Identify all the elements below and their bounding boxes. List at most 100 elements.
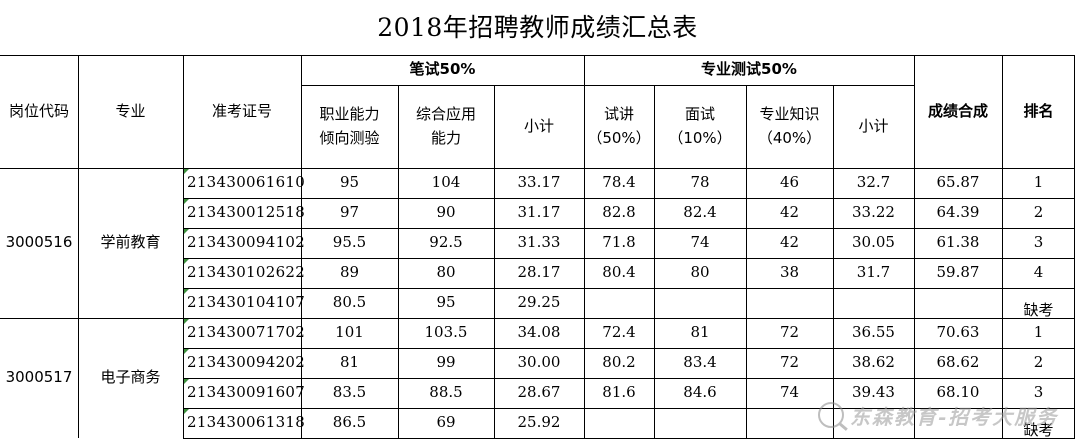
header-written-group: 笔试50% xyxy=(409,60,476,79)
cell-written-subtotal: 28.67 xyxy=(517,383,561,402)
grid-line xyxy=(1002,55,1003,438)
header-written-comprehensive: 综合应用 能力 xyxy=(415,105,476,147)
group-major: 电子商务 xyxy=(100,368,161,387)
cell-written-subtotal: 28.17 xyxy=(517,263,561,282)
grid-line xyxy=(183,348,1075,349)
cell-text-marker-icon xyxy=(184,319,189,324)
cell-lecture: 78.4 xyxy=(602,173,636,192)
cell-aptitude: 81 xyxy=(339,353,360,372)
grid-line xyxy=(183,378,1075,379)
cell-interview: 74 xyxy=(690,233,710,252)
cell-prof-subtotal: 39.43 xyxy=(852,383,895,402)
cell-written-subtotal: 30.00 xyxy=(517,353,561,372)
grid-line xyxy=(654,85,655,438)
cell-written-subtotal: 33.17 xyxy=(517,173,561,192)
grid-line xyxy=(78,55,79,438)
cell-comprehensive: 90 xyxy=(436,203,456,222)
cell-prof-subtotal: 30.05 xyxy=(852,233,895,252)
cell-written-subtotal: 31.17 xyxy=(517,203,561,222)
grid-line xyxy=(398,85,399,438)
cell-total: 64.39 xyxy=(936,203,980,222)
cell-interview: 83.4 xyxy=(683,353,717,372)
cell-text-marker-icon xyxy=(184,379,189,384)
grid-line xyxy=(833,85,834,438)
group-major: 学前教育 xyxy=(100,233,161,252)
grid-line xyxy=(301,85,914,86)
grid-line xyxy=(183,288,1075,289)
cell-exam-id: 213430061610 xyxy=(187,173,306,192)
cell-text-marker-icon xyxy=(184,289,189,294)
cell-aptitude: 95.5 xyxy=(332,233,367,252)
cell-interview: 84.6 xyxy=(683,383,717,402)
cell-comprehensive: 69 xyxy=(436,413,456,432)
cell-interview xyxy=(654,288,746,318)
cell-knowledge: 72 xyxy=(779,353,800,372)
cell-exam-id: 213430102622 xyxy=(187,263,306,282)
magnifier-logo-icon xyxy=(818,402,844,428)
cell-knowledge xyxy=(746,288,833,318)
header-post-code: 岗位代码 xyxy=(8,101,69,120)
grid-line xyxy=(0,55,1075,56)
cell-prof-subtotal: 32.7 xyxy=(856,173,891,192)
cell-exam-id: 213430104107 xyxy=(187,293,306,312)
cell-written-subtotal: 31.33 xyxy=(517,233,561,252)
cell-rank: 1 xyxy=(1033,323,1044,342)
cell-aptitude: 101 xyxy=(335,323,364,342)
cell-interview: 82.4 xyxy=(683,203,717,222)
cell-lecture: 80.4 xyxy=(602,263,636,282)
grid-line xyxy=(746,85,747,438)
grid-line xyxy=(584,55,585,438)
cell-interview: 78 xyxy=(690,173,710,192)
header-lecture: 试讲 （50%） xyxy=(587,105,651,147)
grid-line xyxy=(914,55,915,438)
cell-text-marker-icon xyxy=(184,169,189,174)
cell-rank: 2 xyxy=(1033,353,1044,372)
cell-rank: 4 xyxy=(1033,263,1044,282)
header-knowledge: 专业知识 （40%） xyxy=(757,105,822,147)
header-major: 专业 xyxy=(115,101,146,120)
cell-comprehensive: 92.5 xyxy=(429,233,463,252)
cell-lecture: 72.4 xyxy=(602,323,636,342)
cell-lecture: 80.2 xyxy=(602,353,636,372)
cell-total: 70.63 xyxy=(936,323,980,342)
cell-prof-subtotal: 33.22 xyxy=(852,203,895,222)
cell-exam-id: 213430091607 xyxy=(187,383,306,402)
cell-comprehensive: 99 xyxy=(436,353,456,372)
cell-knowledge: 42 xyxy=(779,203,800,222)
grid-line xyxy=(183,408,1075,409)
cell-total xyxy=(914,288,1002,318)
cell-exam-id: 213430071702 xyxy=(187,323,306,342)
cell-knowledge: 42 xyxy=(779,233,800,252)
cell-prof-subtotal: 38.62 xyxy=(852,353,895,372)
header-written-subtotal: 小计 xyxy=(523,116,554,135)
header-interview: 面试 （10%） xyxy=(668,105,732,147)
cell-total: 68.62 xyxy=(936,353,980,372)
cell-aptitude: 97 xyxy=(339,203,360,222)
cell-exam-id: 213430061318 xyxy=(187,413,306,432)
cell-exam-id: 213430094202 xyxy=(187,353,306,372)
cell-rank: 1 xyxy=(1033,173,1044,192)
header-professional-subtotal: 小计 xyxy=(858,116,889,135)
cell-exam-id: 213430094102 xyxy=(187,233,306,252)
watermark: 东森教育-招考大服务 xyxy=(818,398,1073,432)
cell-text-marker-icon xyxy=(184,349,189,354)
cell-prof-subtotal: 36.55 xyxy=(852,323,895,342)
cell-written-subtotal: 29.25 xyxy=(517,293,561,312)
group-post-code: 3000517 xyxy=(5,368,73,387)
cell-aptitude: 89 xyxy=(339,263,360,282)
header-total: 成绩合成 xyxy=(927,101,988,120)
cell-text-marker-icon xyxy=(184,199,189,204)
grid-line xyxy=(0,318,1075,319)
cell-interview: 81 xyxy=(690,323,710,342)
grid-line xyxy=(301,55,302,438)
cell-rank: 缺考 xyxy=(1023,420,1054,439)
cell-comprehensive: 104 xyxy=(431,173,461,192)
cell-lecture: 81.6 xyxy=(602,383,636,402)
cell-rank: 2 xyxy=(1033,203,1044,222)
cell-rank: 缺考 xyxy=(1023,300,1054,319)
grid-line xyxy=(183,258,1075,259)
header-exam-id: 准考证号 xyxy=(211,101,272,120)
header-professional-group: 专业测试50% xyxy=(701,60,797,79)
cell-prof-subtotal xyxy=(833,288,914,318)
grid-line xyxy=(183,55,184,438)
